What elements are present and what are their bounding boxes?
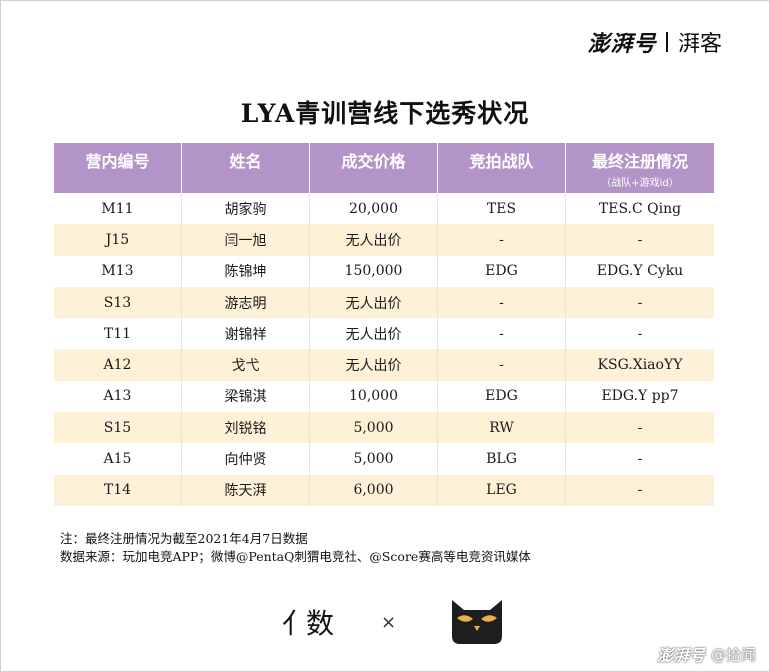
cell-id: T11 — [54, 318, 182, 350]
shu-logo-mark: ⺅ — [282, 607, 310, 640]
table-row: T11 谢锦祥 无人出价 - - — [54, 318, 714, 350]
note-text: 注：最终注册情况为截至2021年4月7日数据 — [60, 531, 308, 546]
cell-registration: - — [637, 325, 643, 342]
table-row: J15 闫一旭 无人出价 - - — [54, 224, 714, 256]
footer-account: @拾闻 — [710, 645, 756, 664]
footer-watermark: 澎湃号 @拾闻 — [657, 642, 756, 666]
cell-registration: - — [637, 294, 643, 311]
cell-name: 梁锦淇 — [182, 380, 310, 413]
cell-price: 6,000 — [310, 474, 438, 506]
cell-id: A13 — [54, 380, 182, 413]
source-text: 数据来源：玩加电竞APP；微博@PentaQ刺猬电竞社、@Score赛高等电竞资… — [60, 549, 531, 564]
notes: 注：最终注册情况为截至2021年4月7日数据 数据来源：玩加电竞APP；微博@P… — [60, 530, 531, 566]
table-row: A15 向仲贤 5,000 BLG - — [54, 443, 714, 475]
cell-team: - — [438, 318, 566, 350]
cell-name: 胡家驹 — [182, 193, 310, 225]
cell-registration: EDG.Y pp7 — [601, 388, 679, 405]
page-title: LYA青训营线下选秀状况 — [240, 99, 530, 128]
table-row: M11 胡家驹 20,000 TES TES.C Qing — [54, 193, 714, 225]
footer-platform: 澎湃号 — [656, 646, 705, 665]
cell-id: T14 — [54, 474, 182, 506]
cell-registration: - — [637, 451, 643, 468]
table-row: A12 戈弋 无人出价 - KSG.XiaoYY — [54, 349, 714, 381]
cell-team: LEG — [438, 474, 566, 506]
cell-id: S13 — [54, 286, 182, 319]
cell-id: A12 — [54, 349, 182, 381]
table-row: S15 刘锐铭 5,000 RW - — [54, 412, 714, 444]
cell-price: 5,000 — [310, 412, 438, 444]
header-label: 姓名 — [229, 152, 262, 171]
cell-registration: - — [637, 231, 643, 248]
shu-logo-text: 数 — [306, 607, 335, 640]
cell-price: 5,000 — [310, 443, 438, 475]
cell-price: 无人出价 — [310, 224, 438, 256]
table-row: A13 梁锦淇 10,000 EDG EDG.Y pp7 — [54, 380, 714, 413]
owl-logo-icon — [452, 600, 502, 644]
header-cell-id: 营内编号 — [54, 143, 182, 193]
cell-id: A15 — [54, 443, 182, 475]
header-label: 营内编号 — [85, 152, 150, 171]
cell-name: 戈弋 — [182, 349, 310, 381]
cell-team: - — [438, 224, 566, 256]
brand-name: 澎湃号 — [587, 32, 657, 57]
header-cell-registration: 最终注册情况 （战队+游戏id） — [566, 143, 714, 193]
cell-registration: EDG.Y Cyku — [596, 263, 684, 280]
cell-price: 无人出价 — [310, 318, 438, 350]
header-sublabel: （战队+游戏id） — [601, 178, 679, 189]
brand-channel: 湃客 — [677, 32, 722, 57]
cell-id: S15 — [54, 412, 182, 444]
table-row: M13 陈锦坤 150,000 EDG EDG.Y Cyku — [54, 255, 714, 287]
cell-registration: KSG.XiaoYY — [597, 357, 683, 374]
cell-name: 闫一旭 — [182, 224, 310, 256]
cell-team: - — [438, 349, 566, 381]
cell-price: 10,000 — [310, 380, 438, 413]
logo-separator: × — [381, 612, 397, 633]
brand-divider — [666, 32, 668, 52]
header-cell-price: 成交价格 — [310, 143, 438, 193]
cell-name: 刘锐铭 — [182, 412, 310, 444]
cell-team: - — [438, 286, 566, 319]
cell-team: TES — [438, 193, 566, 225]
cell-id: J15 — [54, 224, 182, 256]
shu-logo: ⺅数 — [282, 602, 334, 642]
cell-name: 陈天湃 — [182, 474, 310, 506]
cell-registration: - — [637, 419, 643, 436]
cell-name: 向仲贤 — [182, 443, 310, 475]
cell-registration: - — [637, 482, 643, 499]
cell-price: 无人出价 — [310, 286, 438, 319]
cell-price: 无人出价 — [310, 349, 438, 381]
cell-id: M13 — [54, 255, 182, 287]
cell-price: 20,000 — [310, 193, 438, 225]
partner-logos: ⺅数 × — [0, 598, 770, 648]
cell-name: 游志明 — [182, 286, 310, 319]
table-row: T14 陈天湃 6,000 LEG - — [54, 474, 714, 506]
table-header: 营内编号 姓名 成交价格 竞拍战队 最终注册情况 （战队+游戏id） — [54, 143, 714, 193]
draft-table: 营内编号 姓名 成交价格 竞拍战队 最终注册情况 （战队+游戏id） M11 胡家… — [54, 143, 714, 506]
header-label: 最终注册情况 — [591, 152, 688, 171]
header-label: 竞拍战队 — [469, 152, 534, 171]
cell-team: BLG — [438, 443, 566, 475]
cell-registration: TES.C Qing — [598, 200, 682, 217]
table-row: S13 游志明 无人出价 - - — [54, 286, 714, 319]
table-body: M11 胡家驹 20,000 TES TES.C Qing J15 闫一旭 无人出价 - - M13… — [54, 193, 714, 506]
cell-team: EDG — [438, 380, 566, 413]
cell-id: M11 — [54, 193, 182, 225]
cell-price: 150,000 — [310, 255, 438, 287]
cell-team: RW — [438, 412, 566, 444]
header-cell-team: 竞拍战队 — [438, 143, 566, 193]
brand-logo: 澎湃号 湃客 — [587, 26, 722, 58]
cell-name: 陈锦坤 — [182, 255, 310, 287]
cell-team: EDG — [438, 255, 566, 287]
header-label: 成交价格 — [341, 152, 406, 171]
header-cell-name: 姓名 — [182, 143, 310, 193]
cell-name: 谢锦祥 — [182, 318, 310, 350]
